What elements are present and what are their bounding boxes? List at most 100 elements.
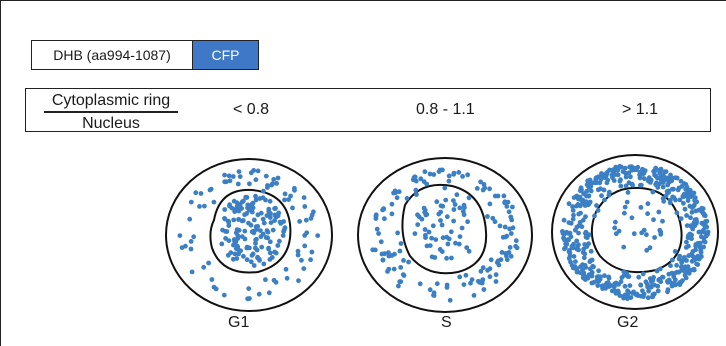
fluorescent-dot	[650, 293, 656, 299]
fluorescent-dot	[237, 174, 243, 180]
fluorescent-dot	[514, 245, 520, 251]
fluorescent-dot	[593, 176, 599, 182]
fluorescent-dot	[414, 192, 419, 198]
fluorescent-dot	[703, 233, 709, 239]
fluorescent-dot	[461, 282, 467, 287]
fluorescent-dot	[681, 194, 686, 200]
fluorescent-dot	[595, 279, 601, 284]
fluorescent-dot	[434, 199, 440, 205]
fluorescent-dot	[599, 171, 604, 176]
fluorescent-dot	[576, 211, 582, 217]
fluorescent-dot	[647, 245, 653, 251]
fluorescent-dot	[595, 283, 601, 288]
fluorescent-dot	[438, 218, 443, 223]
fluorescent-dot	[235, 233, 241, 239]
fluorescent-dot	[583, 230, 588, 236]
fluorescent-dot	[679, 267, 684, 273]
fluorescent-dot	[398, 241, 404, 246]
fluorescent-dot	[576, 196, 581, 202]
fluorescent-dot	[266, 245, 271, 251]
fluorescent-dot	[244, 194, 250, 200]
fluorescent-dot	[617, 293, 623, 298]
fluorescent-dot	[438, 209, 443, 215]
ratio-range-g2: > 1.1	[622, 101, 659, 118]
fluorescent-dot	[385, 269, 390, 274]
fluorescent-dot	[689, 205, 695, 210]
fluorescent-dot	[232, 239, 238, 244]
fluorescent-dot	[703, 219, 708, 224]
fluorescent-dot	[568, 234, 574, 240]
fluorescent-dot	[698, 249, 704, 255]
fluorescent-dot	[466, 248, 472, 254]
fluorescent-dot	[457, 205, 463, 211]
fluorescent-dot	[505, 199, 511, 205]
fluorescent-dot	[422, 227, 428, 232]
fluorescent-dot	[688, 232, 693, 238]
fluorescent-dot	[684, 213, 689, 218]
fluorescent-dot	[690, 253, 696, 259]
fluorescent-dot	[394, 195, 400, 201]
fluorescent-dot	[594, 203, 599, 208]
fluorescent-dot	[669, 175, 675, 181]
fluorescent-dot	[688, 223, 694, 229]
fluorescent-dot	[245, 296, 251, 302]
fluorescent-dot	[678, 216, 684, 222]
fluorescent-dot	[646, 178, 651, 184]
fluorescent-dot	[378, 239, 384, 245]
fluorescent-dot	[656, 209, 662, 215]
fluorescent-dot	[229, 205, 235, 211]
fluorescent-dot	[197, 204, 202, 209]
fluorescent-dot	[584, 182, 590, 188]
fluorescent-dot	[677, 197, 683, 203]
fluorescent-dot	[224, 229, 230, 234]
fluorescent-dot	[389, 201, 395, 207]
fluorescent-dot	[277, 238, 282, 244]
fluorescent-dot	[275, 243, 281, 248]
fluorescent-dot	[615, 172, 621, 178]
fluorescent-dot	[644, 247, 650, 253]
fluorescent-dot	[471, 293, 477, 298]
fluorescent-dot	[263, 277, 268, 283]
fluorescent-dot	[595, 187, 601, 193]
fluorescent-dot	[620, 169, 626, 175]
fluorescent-dot	[395, 230, 400, 236]
fluorescent-dot	[691, 267, 697, 273]
fluorescent-dot	[652, 235, 657, 240]
fluorescent-dot	[612, 288, 618, 294]
fluorescent-dot	[459, 225, 465, 231]
fluorescent-dot	[461, 202, 467, 208]
fluorescent-dot	[451, 218, 456, 224]
fluorescent-dot	[588, 258, 593, 263]
fluorescent-dot	[222, 207, 228, 212]
fluorescent-dot	[705, 229, 711, 235]
fluorescent-dot	[588, 248, 594, 254]
fluorescent-dot	[253, 237, 258, 243]
fluorescent-dot	[302, 243, 308, 249]
fluorescent-dot	[671, 274, 677, 280]
fluorescent-dot	[439, 249, 445, 255]
fluorescent-dot	[374, 226, 380, 232]
fluorescent-dot	[202, 203, 207, 209]
fluorescent-dot	[691, 257, 697, 263]
fluorescent-dot	[452, 202, 458, 207]
fluorescent-dot	[629, 215, 635, 221]
fluorescent-dot	[236, 247, 241, 253]
fluorescent-dot	[485, 214, 490, 219]
fluorescent-dot	[256, 291, 262, 297]
fluorescent-dot	[242, 212, 248, 218]
fluorescent-dot	[253, 197, 259, 203]
fluorescent-dot	[487, 186, 492, 192]
fluorescent-dot	[427, 287, 433, 293]
fluorescent-dot	[684, 258, 689, 263]
fraction-bar	[44, 111, 178, 113]
fluorescent-dot	[490, 215, 496, 221]
fluorescent-dot	[487, 201, 493, 207]
fluorescent-dot	[247, 181, 252, 187]
fluorescent-dot	[222, 216, 227, 221]
fluorescent-dot	[406, 259, 411, 265]
fluorescent-dot	[311, 209, 316, 215]
fluorescent-dot	[304, 230, 310, 236]
fluorescent-dot	[625, 190, 631, 195]
fluorescent-dot	[507, 226, 512, 232]
fluorescent-dot	[439, 222, 445, 228]
